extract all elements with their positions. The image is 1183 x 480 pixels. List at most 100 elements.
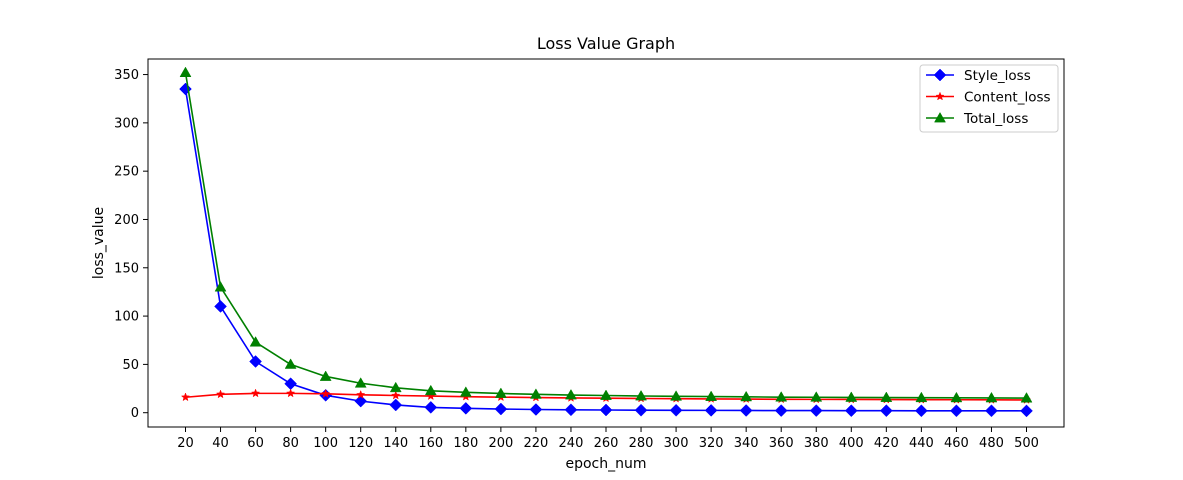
style-loss-point bbox=[985, 404, 998, 418]
x-tick-label: 240 bbox=[559, 436, 584, 451]
style-loss-point bbox=[634, 403, 648, 417]
total-loss-point bbox=[635, 389, 647, 401]
x-tick-label: 360 bbox=[769, 436, 794, 451]
x-tick-label: 380 bbox=[804, 436, 829, 451]
total-loss-point bbox=[950, 391, 963, 403]
x-tick-label: 300 bbox=[664, 436, 689, 451]
total-loss-point bbox=[810, 391, 823, 402]
x-tick-label: 80 bbox=[282, 436, 299, 451]
content-loss-point bbox=[321, 388, 331, 398]
y-tick-label: 0 bbox=[131, 406, 139, 421]
total-loss-point bbox=[179, 66, 192, 77]
y-axis-label: loss_value bbox=[91, 207, 107, 279]
content-loss-point bbox=[180, 392, 191, 402]
style-loss-point bbox=[249, 355, 262, 368]
style-loss-point bbox=[599, 403, 613, 417]
style-loss-point bbox=[844, 404, 858, 418]
x-tick-label: 500 bbox=[1014, 436, 1039, 451]
x-tick-label: 400 bbox=[839, 436, 864, 451]
style-loss-point bbox=[529, 403, 543, 416]
total-loss-point bbox=[249, 336, 262, 347]
total-loss-point bbox=[600, 389, 612, 400]
total-loss-point bbox=[1020, 392, 1033, 403]
style-loss-point bbox=[739, 404, 753, 417]
legend-label-total-loss: Total_loss bbox=[963, 111, 1028, 127]
total-loss-point bbox=[740, 390, 753, 402]
content-loss-point bbox=[356, 389, 366, 399]
legend-label-content-loss: Content_loss bbox=[964, 90, 1051, 106]
x-tick-label: 120 bbox=[348, 436, 373, 451]
x-tick-label: 420 bbox=[874, 436, 899, 451]
style-loss-point bbox=[424, 401, 438, 414]
x-tick-label: 100 bbox=[313, 436, 338, 451]
total-loss-point bbox=[214, 281, 227, 292]
total-loss-point bbox=[459, 386, 472, 397]
total-loss-point bbox=[985, 391, 998, 403]
style-loss-point bbox=[774, 404, 788, 417]
style-loss-point bbox=[669, 403, 683, 417]
x-tick-label: 140 bbox=[383, 436, 408, 451]
legend-label-style-loss: Style_loss bbox=[964, 68, 1031, 84]
style-loss-point bbox=[564, 403, 578, 417]
y-tick-label: 150 bbox=[114, 261, 139, 276]
y-tick-label: 350 bbox=[114, 68, 139, 83]
x-tick-label: 60 bbox=[247, 436, 264, 451]
style-loss-point bbox=[704, 404, 718, 417]
total-loss-point bbox=[880, 391, 893, 402]
style-loss-point bbox=[1020, 404, 1033, 418]
x-tick-label: 280 bbox=[629, 436, 654, 451]
legend-marker-style-loss bbox=[933, 68, 947, 82]
total-loss-point bbox=[319, 370, 332, 381]
total-loss-point bbox=[284, 358, 297, 369]
style-loss-point bbox=[879, 404, 893, 418]
legend-marker-content-loss bbox=[935, 91, 945, 101]
style-loss-point bbox=[354, 394, 368, 408]
style-loss-point bbox=[915, 404, 928, 418]
content-loss-point bbox=[285, 388, 296, 398]
x-tick-label: 160 bbox=[418, 436, 443, 451]
total-loss-point bbox=[529, 388, 542, 399]
total-loss-point bbox=[389, 381, 402, 393]
y-tick-label: 50 bbox=[122, 358, 139, 373]
y-tick-label: 100 bbox=[114, 310, 139, 325]
x-axis-label: epoch_num bbox=[565, 456, 646, 472]
style-loss-point bbox=[214, 300, 227, 313]
x-tick-label: 260 bbox=[594, 436, 619, 451]
content-loss-point bbox=[215, 389, 226, 399]
x-tick-label: 340 bbox=[734, 436, 759, 451]
x-tick-label: 320 bbox=[699, 436, 724, 451]
legend-box bbox=[919, 64, 1059, 133]
total-loss-point bbox=[775, 391, 788, 402]
x-tick-label: 460 bbox=[944, 436, 969, 451]
style-loss-point bbox=[950, 404, 963, 418]
y-tick-label: 300 bbox=[114, 116, 139, 131]
total-loss-point bbox=[424, 384, 437, 396]
legend-marker-total-loss bbox=[934, 111, 946, 123]
total-loss-point bbox=[845, 391, 858, 402]
x-tick-label: 20 bbox=[177, 436, 194, 451]
y-axis: 0 50 100 150 200 250 300 350 bbox=[114, 68, 148, 421]
x-tick-label: 480 bbox=[979, 436, 1004, 451]
chart-title: Loss Value Graph bbox=[537, 34, 675, 53]
plot-marks bbox=[179, 66, 1033, 418]
total-loss-point bbox=[565, 389, 577, 400]
x-tick-label: 220 bbox=[524, 436, 549, 451]
y-tick-label: 200 bbox=[114, 213, 139, 228]
x-axis: 20 40 60 80 100 120 140 160 180 200 220 240 260 280 30… bbox=[177, 427, 1039, 451]
total-loss-point bbox=[354, 377, 367, 388]
total-loss-point bbox=[670, 390, 683, 401]
x-tick-label: 180 bbox=[453, 436, 478, 451]
y-tick-label: 250 bbox=[114, 165, 139, 180]
x-tick-label: 200 bbox=[488, 436, 513, 451]
total-loss-point bbox=[705, 390, 718, 401]
style-loss-point bbox=[389, 398, 403, 412]
x-tick-label: 40 bbox=[212, 436, 229, 451]
content-loss-point bbox=[391, 390, 401, 400]
style-loss-point bbox=[494, 402, 508, 416]
style-loss-point bbox=[809, 404, 823, 417]
total-loss-point bbox=[915, 391, 928, 403]
style-loss-point bbox=[459, 402, 473, 415]
total-loss-point bbox=[494, 387, 507, 398]
